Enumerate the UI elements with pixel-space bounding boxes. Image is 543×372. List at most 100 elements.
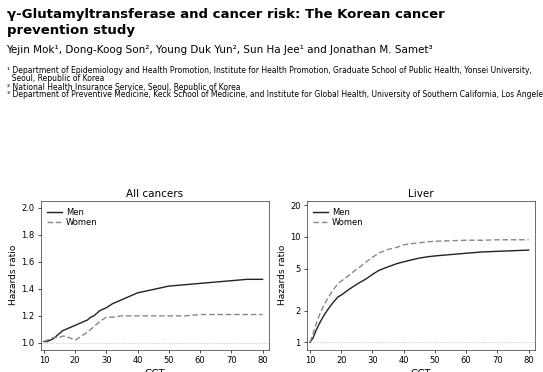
Women — [97, 319, 103, 324]
Women — [150, 314, 156, 318]
Men — [310, 336, 317, 340]
Women — [316, 313, 323, 318]
Men — [128, 294, 135, 298]
Men — [97, 308, 103, 313]
Men — [259, 277, 266, 282]
Text: ¹ Department of Epidemiology and Health Promotion, Institute for Health Promotio: ¹ Department of Epidemiology and Health … — [7, 66, 532, 75]
Men — [375, 268, 382, 273]
Men — [369, 272, 376, 277]
Men — [323, 311, 329, 315]
Women — [44, 338, 50, 343]
Women — [41, 339, 47, 344]
Men — [425, 254, 432, 259]
Men — [94, 311, 100, 315]
Men — [228, 279, 235, 283]
Men — [44, 339, 50, 344]
Men — [181, 282, 188, 287]
Men — [91, 314, 97, 318]
Men — [87, 315, 94, 320]
Women — [47, 337, 53, 341]
Men — [84, 318, 91, 322]
Women — [166, 314, 172, 318]
Legend: Men, Women: Men, Women — [45, 205, 100, 230]
Men — [50, 337, 56, 341]
Women — [463, 238, 469, 243]
Women — [323, 300, 329, 304]
Men — [122, 296, 128, 301]
Men — [153, 286, 160, 291]
Men — [319, 316, 326, 320]
Men — [407, 258, 413, 263]
Men — [116, 299, 122, 303]
Women — [325, 295, 332, 299]
Women — [319, 306, 326, 311]
Men — [81, 319, 88, 324]
Women — [59, 334, 66, 339]
Line: Men: Men — [310, 250, 528, 342]
Title: Liver: Liver — [408, 189, 434, 199]
Women — [385, 247, 392, 252]
Men — [432, 254, 438, 258]
Women — [56, 335, 63, 340]
Women — [407, 241, 413, 246]
Legend: Men, Women: Men, Women — [311, 205, 366, 230]
Women — [259, 312, 266, 317]
Men — [363, 277, 369, 281]
Men — [510, 248, 516, 253]
Women — [335, 282, 342, 286]
Men — [212, 280, 219, 284]
Women — [375, 251, 382, 256]
Men — [66, 326, 72, 330]
Men — [416, 256, 422, 260]
Men — [103, 305, 110, 310]
Text: Seoul, Republic of Korea: Seoul, Republic of Korea — [7, 74, 104, 83]
Women — [103, 315, 110, 320]
Women — [432, 239, 438, 244]
Men — [59, 328, 66, 333]
Men — [385, 264, 392, 269]
Men — [62, 327, 69, 331]
Men — [244, 277, 250, 282]
Men — [56, 331, 63, 336]
Women — [447, 238, 454, 243]
Women — [91, 324, 97, 329]
Women — [425, 240, 432, 244]
Women — [72, 338, 78, 343]
Line: Women: Women — [44, 314, 262, 341]
Men — [447, 252, 454, 257]
Women — [244, 312, 250, 317]
Women — [62, 334, 69, 339]
Text: γ-Glutamyltransferase and cancer risk: The Korean cancer: γ-Glutamyltransferase and cancer risk: T… — [7, 8, 444, 21]
Line: Women: Women — [310, 240, 528, 342]
Men — [72, 323, 78, 328]
Text: ² National Health Insurance Service, Seoul, Republic of Korea: ² National Health Insurance Service, Seo… — [7, 83, 240, 92]
Men — [41, 339, 47, 344]
Women — [228, 312, 235, 317]
Women — [310, 332, 317, 336]
Men — [134, 291, 141, 295]
Men — [100, 307, 106, 311]
Women — [53, 335, 60, 340]
Women — [344, 275, 351, 279]
Women — [416, 241, 422, 245]
Men — [197, 281, 203, 286]
Men — [166, 284, 172, 288]
Men — [357, 280, 363, 285]
Women — [50, 335, 56, 340]
Text: ³ Department of Preventive Medicine, Keck School of Medicine, and Institute for : ³ Department of Preventive Medicine, Kec… — [7, 90, 543, 99]
Men — [78, 320, 85, 325]
Men — [350, 284, 357, 289]
Men — [307, 340, 313, 344]
Women — [510, 238, 516, 242]
X-axis label: GGT: GGT — [411, 369, 431, 372]
Women — [478, 238, 485, 243]
Y-axis label: Hazards ratio: Hazards ratio — [278, 245, 287, 305]
Women — [525, 238, 532, 242]
Men — [159, 285, 166, 290]
Men — [109, 301, 116, 306]
Men — [344, 288, 351, 293]
Men — [335, 295, 342, 299]
Men — [316, 321, 323, 326]
Women — [332, 285, 338, 290]
Women — [84, 330, 91, 334]
